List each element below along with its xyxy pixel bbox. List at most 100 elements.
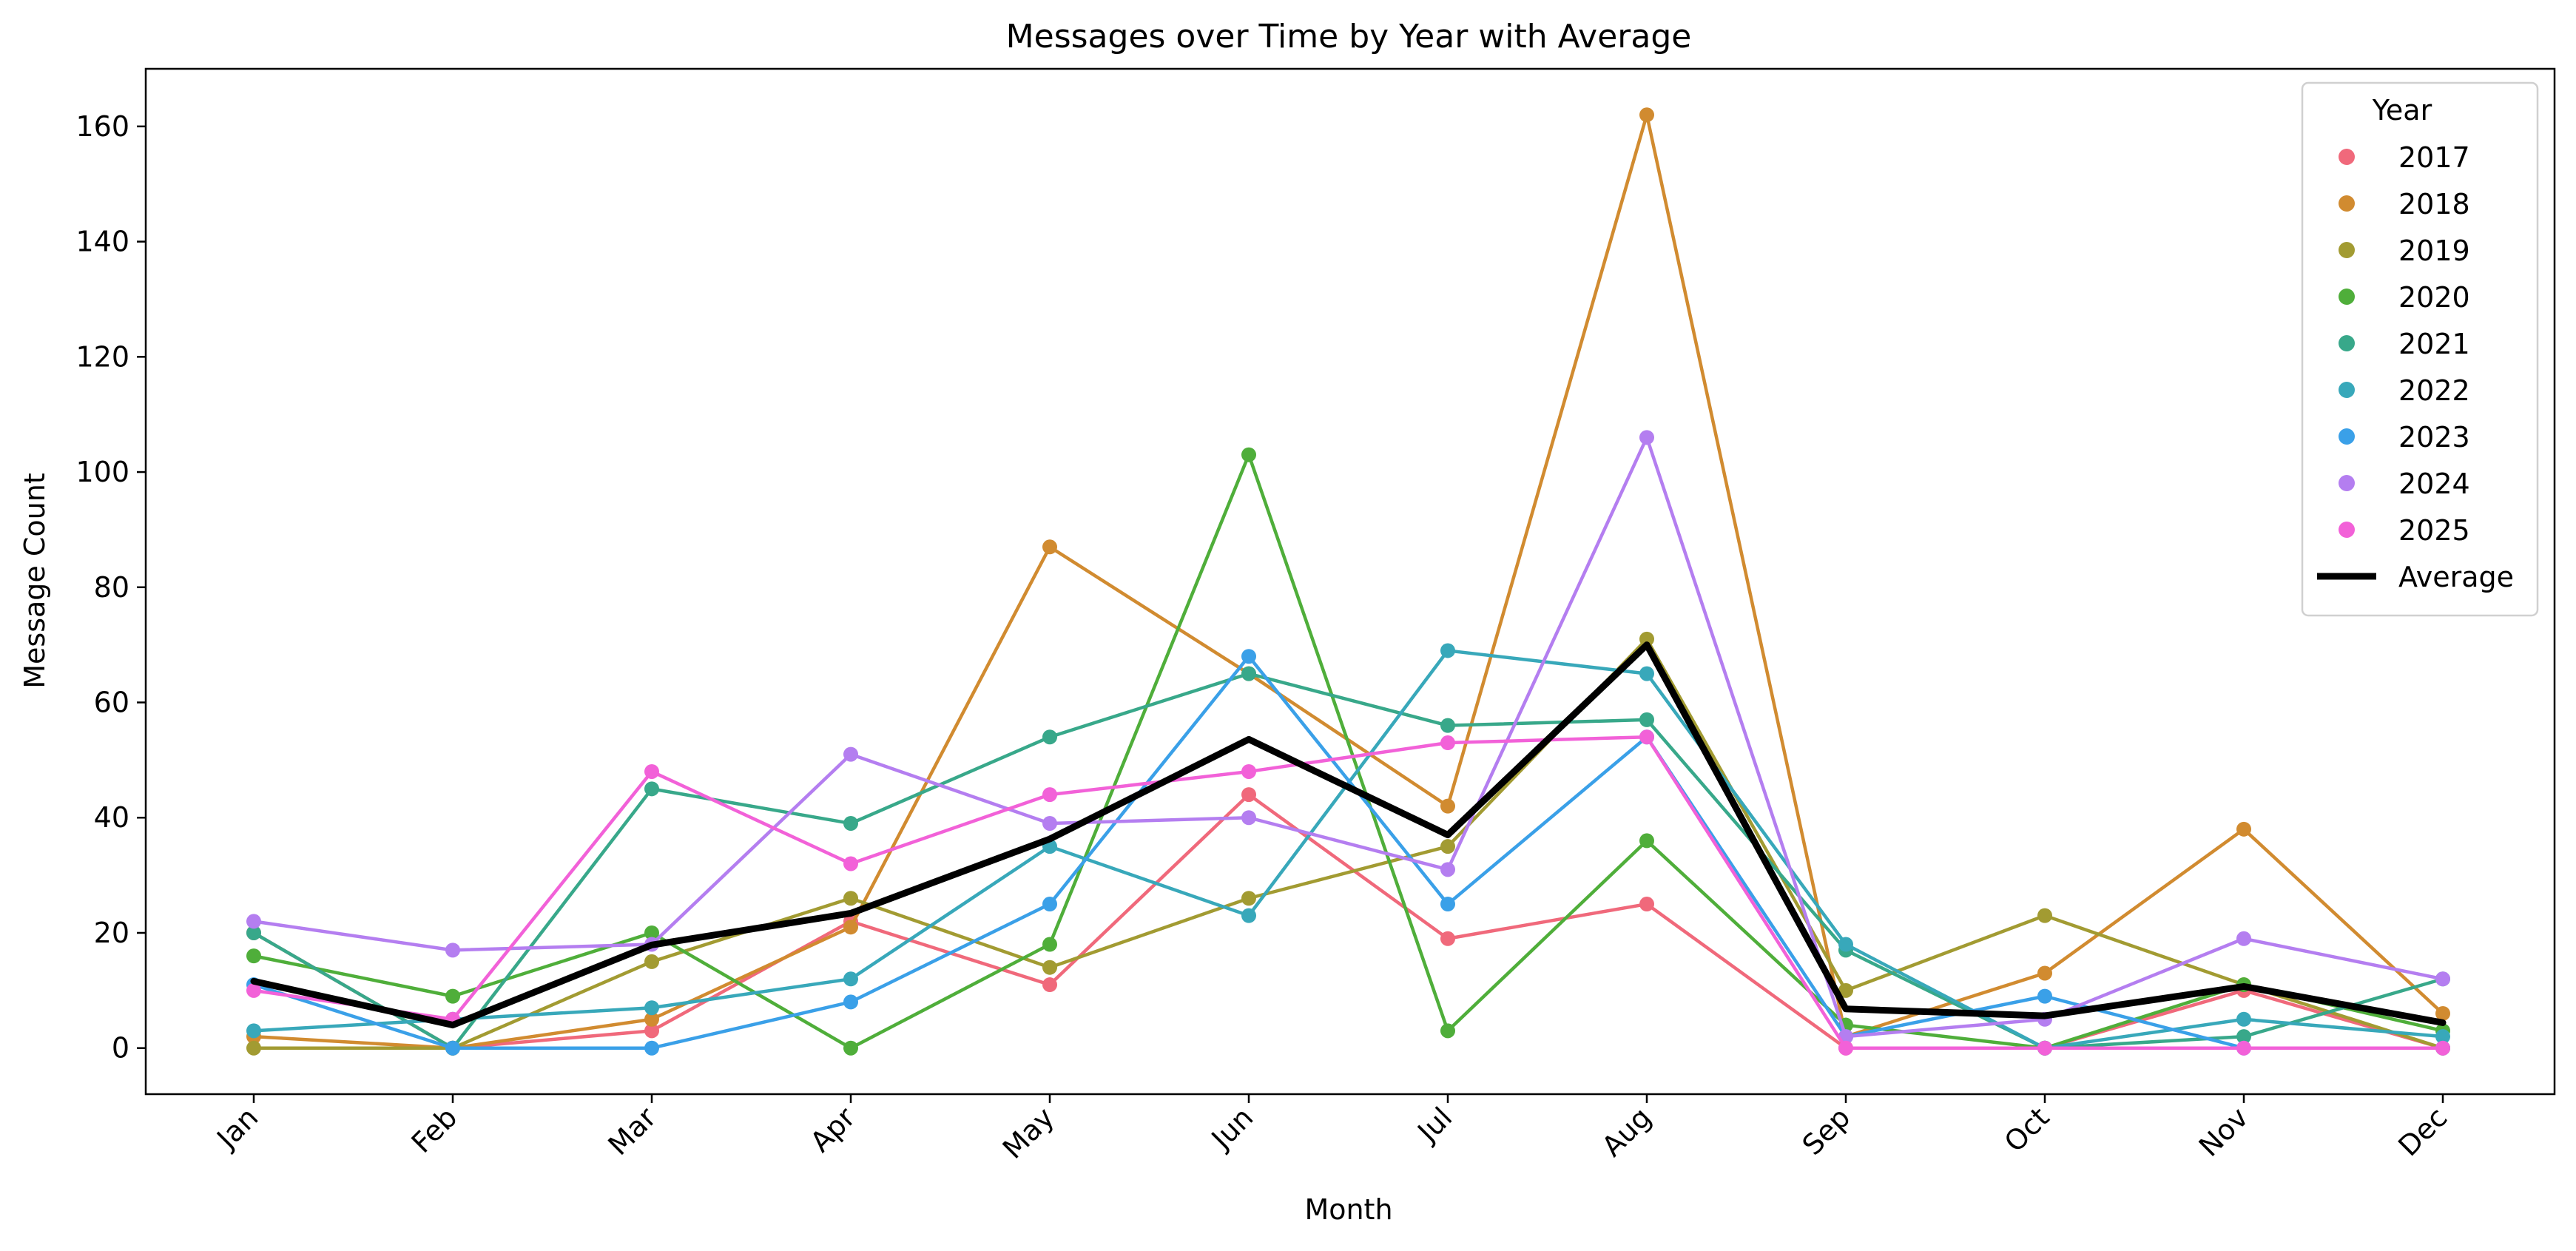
data-point-2022	[843, 971, 858, 987]
data-point-2020	[1042, 937, 1057, 952]
data-point-2023	[445, 1040, 460, 1056]
data-point-2018	[1440, 798, 1455, 814]
series-line-2024	[252, 436, 2445, 1039]
y-tick-label: 60	[94, 687, 129, 719]
legend-label-average: Average	[2398, 561, 2514, 593]
data-point-2021	[1639, 712, 1654, 727]
data-point-2025	[1838, 1040, 1853, 1056]
data-point-2019	[1042, 960, 1057, 975]
data-point-2025	[246, 982, 261, 998]
data-point-2024	[1241, 810, 1256, 826]
data-point-2018	[2236, 821, 2251, 837]
legend: Year 2017 2018 2019 2020 2021 2022 2023 2024 2025…	[2301, 81, 2539, 617]
data-point-2023	[644, 1040, 659, 1056]
data-point-2024	[1639, 430, 1654, 445]
data-point-2017	[1639, 897, 1654, 912]
y-axis-label: Message Count	[18, 473, 51, 688]
data-point-2023	[1241, 649, 1256, 664]
data-point-2019	[1838, 982, 1853, 998]
legend-label-2022: 2022	[2398, 374, 2470, 407]
data-point-2017	[1241, 787, 1256, 803]
series-line-2021	[252, 672, 2445, 1050]
data-point-2017	[1440, 931, 1455, 946]
legend-label-2020: 2020	[2398, 281, 2470, 314]
data-point-2020	[1639, 833, 1654, 849]
data-point-2017	[1042, 977, 1057, 993]
legend-swatch-2024	[2339, 475, 2355, 491]
series-2019	[246, 631, 2450, 1056]
data-point-2021	[843, 816, 858, 832]
data-point-2020	[445, 988, 460, 1004]
series-line-average	[250, 641, 2447, 1029]
data-point-2024	[843, 746, 858, 762]
series-line-2025	[252, 735, 2445, 1050]
data-point-2021	[2236, 1029, 2251, 1045]
data-point-2018	[1042, 539, 1057, 555]
data-point-2023	[2037, 988, 2052, 1004]
legend-label-2019: 2019	[2398, 235, 2470, 267]
legend-swatch-2022	[2339, 382, 2355, 398]
legend-title: Year	[2372, 94, 2432, 127]
data-point-2024	[1042, 816, 1057, 832]
y-tick-label: 140	[75, 226, 129, 258]
data-point-2024	[445, 943, 460, 958]
y-tick-label: 80	[94, 571, 129, 604]
series-line-2019	[252, 637, 2445, 1050]
legend-swatch-2020	[2339, 289, 2355, 305]
legend-swatch-2021	[2339, 335, 2355, 351]
data-point-2021	[246, 925, 261, 940]
data-point-2019	[246, 1040, 261, 1056]
y-tick-label: 40	[94, 801, 129, 834]
legend-label-2017: 2017	[2398, 141, 2470, 174]
y-tick-label: 0	[112, 1032, 129, 1065]
data-point-2019	[1241, 891, 1256, 906]
data-point-2024	[2435, 971, 2450, 987]
legend-swatch-2017	[2339, 149, 2355, 165]
data-point-2024	[2236, 931, 2251, 946]
data-point-2018	[1639, 107, 1654, 123]
data-point-2023	[843, 994, 858, 1010]
y-tick-label: 120	[75, 340, 129, 373]
data-point-2017	[644, 1023, 659, 1039]
data-point-2023	[1042, 897, 1057, 912]
data-point-2019	[1639, 631, 1654, 647]
data-point-2025	[1440, 735, 1455, 751]
data-point-2018	[2037, 965, 2052, 981]
data-point-2018	[644, 1011, 659, 1027]
legend-swatch-2019	[2339, 242, 2355, 258]
data-point-2022	[246, 1023, 261, 1039]
plot-frame	[144, 67, 2556, 1096]
data-point-2021	[1042, 729, 1057, 745]
y-tick-label: 100	[75, 456, 129, 488]
data-point-2023	[1440, 897, 1455, 912]
data-point-2025	[2037, 1040, 2052, 1056]
series-line-2020	[252, 453, 2445, 1050]
data-point-2022	[1241, 908, 1256, 923]
data-point-2020	[843, 1040, 858, 1056]
legend-label-2024: 2024	[2398, 468, 2470, 500]
data-point-2022	[2435, 1029, 2450, 1045]
data-point-2025	[2236, 1040, 2251, 1056]
data-point-2025	[1639, 729, 1654, 745]
data-point-2025	[843, 856, 858, 871]
data-point-2018	[2435, 1005, 2450, 1021]
data-point-2022	[1440, 643, 1455, 658]
data-point-2019	[2037, 908, 2052, 923]
series-2022	[246, 643, 2450, 1056]
data-point-2020	[1241, 447, 1256, 462]
data-point-2019	[843, 891, 858, 906]
legend-swatch-2018	[2339, 195, 2355, 212]
data-point-2022	[1639, 666, 1654, 681]
series-average	[250, 641, 2447, 1029]
x-axis-label: Month	[1304, 1193, 1392, 1226]
legend-label-2021: 2021	[2398, 328, 2470, 360]
data-point-2020	[246, 948, 261, 964]
series-2025	[246, 729, 2450, 1056]
legend-label-2018: 2018	[2398, 188, 2470, 220]
legend-label-2025: 2025	[2398, 514, 2470, 547]
data-point-2019	[1440, 839, 1455, 854]
data-point-2025	[644, 763, 659, 779]
